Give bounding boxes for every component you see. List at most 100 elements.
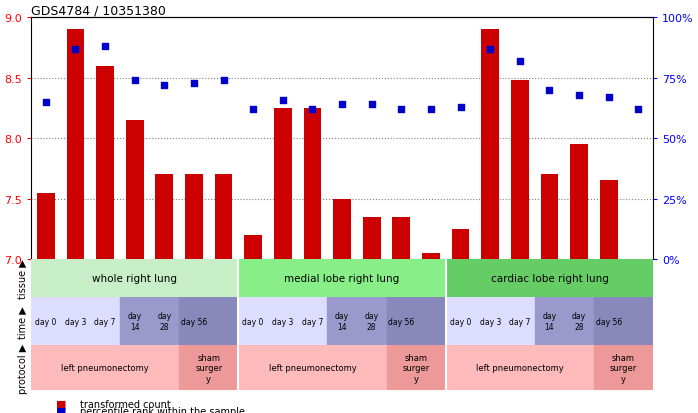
Point <box>544 87 555 94</box>
Bar <box>37 193 54 259</box>
Text: day 3: day 3 <box>272 317 293 326</box>
Text: day 56: day 56 <box>595 317 622 326</box>
Text: day 7: day 7 <box>509 317 530 326</box>
Text: day 0: day 0 <box>450 317 471 326</box>
Bar <box>387 297 416 346</box>
Bar <box>244 235 262 259</box>
Bar <box>304 109 321 259</box>
Point <box>70 46 81 53</box>
Point <box>307 107 318 113</box>
Bar <box>215 175 232 259</box>
Bar <box>238 259 446 297</box>
Bar <box>156 175 173 259</box>
Text: GDS4784 / 10351380: GDS4784 / 10351380 <box>31 4 166 17</box>
Text: sham
surger
y: sham surger y <box>403 353 430 383</box>
Bar <box>274 109 292 259</box>
Bar <box>209 297 238 346</box>
Text: day 0: day 0 <box>242 317 264 326</box>
Point <box>455 104 466 111</box>
Bar <box>623 297 653 346</box>
Bar <box>387 346 446 390</box>
Text: day 3: day 3 <box>480 317 501 326</box>
Bar <box>31 297 61 346</box>
Bar <box>594 346 653 390</box>
Bar <box>96 66 114 259</box>
Point <box>603 95 614 101</box>
Bar <box>505 297 535 346</box>
Bar <box>333 199 351 259</box>
Bar <box>540 175 558 259</box>
Point <box>633 107 644 113</box>
Y-axis label: tissue ▶: tissue ▶ <box>18 259 28 298</box>
Bar <box>120 297 149 346</box>
Text: day 56: day 56 <box>388 317 415 326</box>
Bar <box>238 297 268 346</box>
Y-axis label: protocol ▶: protocol ▶ <box>18 343 28 393</box>
Bar <box>327 297 357 346</box>
Text: sham
surger
y: sham surger y <box>610 353 637 383</box>
Bar <box>452 229 470 259</box>
Bar <box>179 297 209 346</box>
Text: medial lobe right lung: medial lobe right lung <box>285 273 400 283</box>
Bar <box>149 297 179 346</box>
Bar <box>564 297 594 346</box>
Point <box>129 78 140 84</box>
Bar <box>446 297 475 346</box>
Bar <box>594 297 623 346</box>
Bar <box>238 346 387 390</box>
Text: ■: ■ <box>56 406 66 413</box>
Bar <box>570 145 588 259</box>
Text: percentile rank within the sample: percentile rank within the sample <box>80 406 245 413</box>
Text: day 7: day 7 <box>302 317 323 326</box>
Bar <box>363 217 380 259</box>
Bar <box>31 259 238 297</box>
Bar <box>535 297 564 346</box>
Text: left pneumonectomy: left pneumonectomy <box>269 363 356 373</box>
Point <box>218 78 229 84</box>
Point <box>248 107 259 113</box>
Point <box>574 92 585 99</box>
Text: ■: ■ <box>56 399 66 409</box>
Text: sham
surger
y: sham surger y <box>195 353 223 383</box>
Text: whole right lung: whole right lung <box>92 273 177 283</box>
Bar <box>61 297 90 346</box>
Text: day
28: day 28 <box>572 312 586 331</box>
Bar <box>66 30 84 259</box>
Text: day
28: day 28 <box>364 312 379 331</box>
Bar <box>422 253 440 259</box>
Text: day 3: day 3 <box>65 317 86 326</box>
Bar <box>185 175 203 259</box>
Bar <box>446 259 653 297</box>
Point <box>158 83 170 89</box>
Point <box>188 80 200 87</box>
Bar <box>90 297 120 346</box>
Text: day 56: day 56 <box>181 317 207 326</box>
Text: left pneumonectomy: left pneumonectomy <box>476 363 564 373</box>
Bar <box>126 121 144 259</box>
Text: day 0: day 0 <box>35 317 57 326</box>
Bar <box>482 30 499 259</box>
Text: day
14: day 14 <box>335 312 349 331</box>
Bar <box>268 297 297 346</box>
Text: day 7: day 7 <box>94 317 116 326</box>
Text: transformed count: transformed count <box>80 399 171 409</box>
Bar <box>179 346 238 390</box>
Bar <box>357 297 387 346</box>
Bar <box>31 346 179 390</box>
Bar <box>392 217 410 259</box>
Point <box>277 97 288 104</box>
Bar <box>600 181 618 259</box>
Y-axis label: time ▶: time ▶ <box>18 305 28 338</box>
Bar <box>416 297 446 346</box>
Bar <box>511 81 528 259</box>
Text: day
28: day 28 <box>157 312 171 331</box>
Point <box>40 100 52 106</box>
Text: day
14: day 14 <box>542 312 556 331</box>
Point <box>366 102 378 108</box>
Point <box>99 44 110 50</box>
Bar <box>297 297 327 346</box>
Bar <box>475 297 505 346</box>
Point <box>514 58 526 65</box>
Point <box>396 107 407 113</box>
Point <box>484 46 496 53</box>
